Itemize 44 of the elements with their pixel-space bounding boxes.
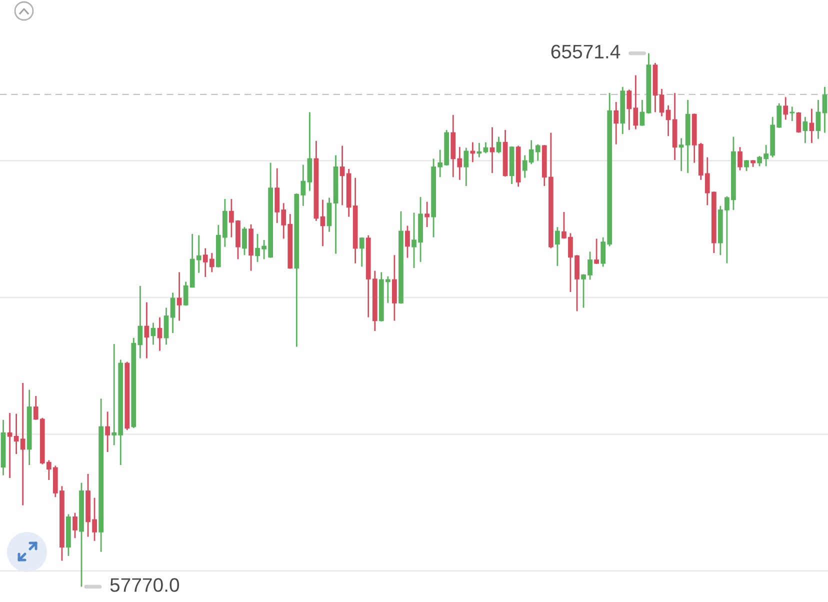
candlestick bbox=[392, 254, 397, 322]
candlestick bbox=[659, 88, 664, 117]
candlestick bbox=[790, 106, 795, 122]
candlestick bbox=[405, 224, 410, 259]
annotation: 57770.0 bbox=[110, 578, 180, 592]
candlestick bbox=[14, 413, 19, 455]
candlestick bbox=[744, 159, 749, 172]
candlestick bbox=[340, 144, 345, 206]
candlestick bbox=[738, 146, 742, 171]
candlestick bbox=[424, 201, 430, 228]
candlestick bbox=[796, 111, 802, 134]
candlestick bbox=[183, 281, 188, 306]
candlestick bbox=[326, 196, 332, 233]
candlestick bbox=[678, 137, 684, 172]
candlestick bbox=[20, 382, 26, 506]
candlestick bbox=[359, 236, 364, 268]
candlestick bbox=[72, 512, 78, 539]
candlestick bbox=[164, 307, 169, 346]
candlestick bbox=[483, 142, 488, 154]
candlestick bbox=[554, 226, 560, 267]
candlestick bbox=[476, 142, 482, 158]
candlestick bbox=[105, 410, 110, 453]
candlestick bbox=[176, 271, 182, 322]
candlestick bbox=[640, 99, 645, 127]
candlestick bbox=[157, 316, 162, 352]
candlestick bbox=[496, 136, 502, 154]
candlestick bbox=[242, 226, 247, 256]
candlestick bbox=[144, 302, 150, 360]
candlestick bbox=[614, 101, 619, 146]
candlestick bbox=[809, 108, 814, 144]
candlestick bbox=[822, 86, 828, 134]
candlestick bbox=[802, 116, 808, 144]
candlestick bbox=[783, 96, 788, 120]
candlestick bbox=[7, 412, 12, 479]
candlestick bbox=[666, 104, 671, 137]
annotation: 65571.4 bbox=[551, 44, 620, 59]
candlestick bbox=[464, 147, 469, 187]
candlestick bbox=[320, 199, 326, 247]
candlestick bbox=[816, 99, 821, 140]
candlestick bbox=[594, 238, 599, 265]
candlestick bbox=[150, 322, 156, 346]
candlestick bbox=[470, 142, 476, 163]
candlestick bbox=[490, 126, 495, 174]
candlestick bbox=[170, 292, 176, 334]
